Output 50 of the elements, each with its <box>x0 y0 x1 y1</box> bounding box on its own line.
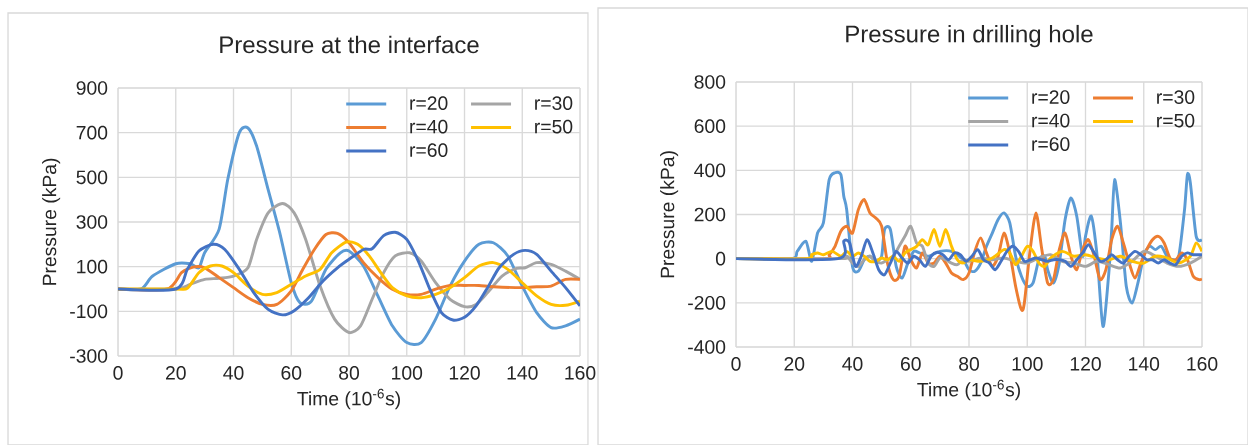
y-tick-label: 900 <box>76 81 108 95</box>
legend-label: r=50 <box>1157 113 1195 128</box>
x-tick-label: 160 <box>1187 357 1218 371</box>
x-tick-label: 140 <box>1129 357 1160 371</box>
y-axis-title: Pressure (kPa) <box>660 151 679 278</box>
x-tick-label: 20 <box>784 357 805 371</box>
x-tick-label: 100 <box>1012 357 1043 371</box>
x-tick-label: 120 <box>449 366 480 380</box>
line-series <box>118 230 581 322</box>
chart-title: Pressure in drilling hole <box>846 24 1093 48</box>
x-tick-label: 120 <box>1070 357 1101 371</box>
legend-label: r=20 <box>1032 90 1070 104</box>
y-tick-label: 200 <box>694 207 726 222</box>
legend-label: r=30 <box>535 96 573 110</box>
legend-label: r=50 <box>535 119 573 134</box>
x-tick-label: 20 <box>166 366 186 380</box>
y-tick-label: -100 <box>70 304 108 319</box>
y-tick-label: -300 <box>70 349 108 363</box>
y-tick-label: -400 <box>688 340 726 354</box>
legend-label: r=60 <box>410 143 448 157</box>
line-series <box>736 238 1202 277</box>
y-tick-label: 600 <box>694 119 726 134</box>
legend-label: r=40 <box>1032 113 1070 128</box>
x-tick-label: 100 <box>392 366 423 380</box>
y-tick-label: 500 <box>76 170 108 185</box>
y-tick-label: 400 <box>694 163 726 178</box>
y-tick-label: 0 <box>715 251 726 266</box>
legend-label: r=40 <box>410 119 448 134</box>
x-tick-label: 40 <box>842 357 863 371</box>
y-tick-label: 700 <box>76 125 108 140</box>
x-tick-label: 80 <box>339 366 359 380</box>
x-tick-label: 0 <box>113 366 123 380</box>
x-tick-label: 60 <box>900 357 921 371</box>
x-tick-label: 60 <box>281 366 302 380</box>
x-axis-title: Time (10$^{-6}$s) <box>297 388 400 410</box>
x-axis-title: Time (10$^{-6}$s) <box>917 379 1020 401</box>
legend-label: r=60 <box>1032 137 1070 151</box>
x-tick-label: 40 <box>223 366 244 380</box>
y-tick-label: -200 <box>688 295 726 310</box>
x-tick-label: 0 <box>731 357 741 371</box>
legend-label: r=20 <box>410 96 448 110</box>
legend-label: r=30 <box>1157 90 1195 104</box>
x-tick-label: 140 <box>507 366 538 380</box>
y-axis-title: Pressure (kPa) <box>42 158 61 285</box>
x-tick-label: 80 <box>959 357 979 371</box>
chart-title: Pressure at the interface <box>220 35 479 54</box>
y-tick-label: 800 <box>694 75 726 89</box>
y-tick-label: 300 <box>76 215 108 229</box>
x-tick-label: 160 <box>565 366 596 380</box>
y-tick-label: 100 <box>77 259 108 274</box>
